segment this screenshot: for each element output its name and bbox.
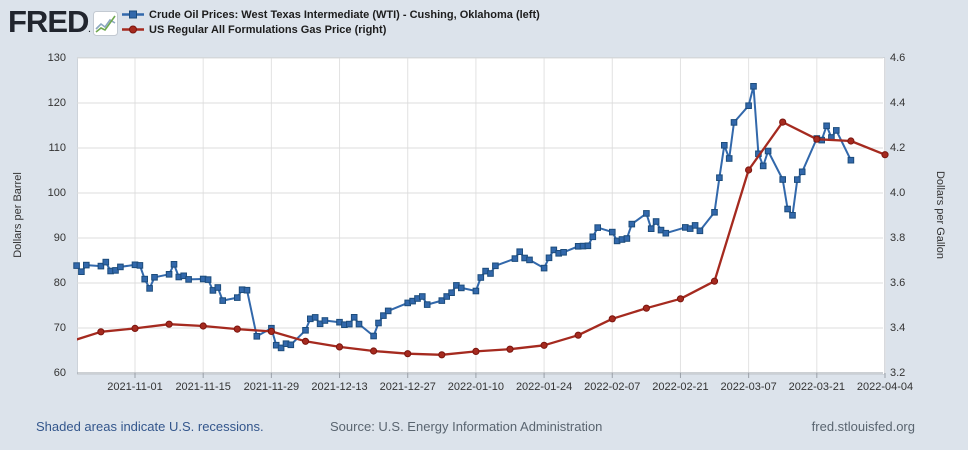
plot-area[interactable] xyxy=(73,57,889,378)
x-tick-label: 2021-11-29 xyxy=(243,381,300,393)
right-tick-label: 3.6 xyxy=(890,277,906,289)
left-tick-label: 70 xyxy=(53,322,66,334)
left-tick-label: 100 xyxy=(47,187,66,199)
gas-price-series-marker-icon xyxy=(122,25,144,34)
left-axis-title: Dollars per Barrel xyxy=(12,172,24,258)
x-tick-label: 2022-04-04 xyxy=(856,381,914,393)
legend-label-crude-oil: Crude Oil Prices: West Texas Intermediat… xyxy=(149,8,540,21)
left-tick-label: 110 xyxy=(48,142,66,154)
x-tick-label: 2022-01-10 xyxy=(447,381,505,393)
registered-mark: . xyxy=(88,25,90,34)
x-tick-label: 2022-01-24 xyxy=(515,381,573,393)
right-tick-label: 3.4 xyxy=(890,322,906,334)
right-tick-label: 4.0 xyxy=(890,187,906,199)
fred-logo[interactable]: FRED. xyxy=(8,4,91,40)
legend-item-gas-price: US Regular All Formulations Gas Price (r… xyxy=(122,22,540,37)
x-tick-label: 2021-12-27 xyxy=(379,381,436,393)
recessions-note-link[interactable]: Shaded areas indicate U.S. recessions. xyxy=(36,419,264,434)
left-tick-label: 60 xyxy=(53,367,66,379)
right-tick-label: 3.8 xyxy=(890,232,906,244)
left-tick-label: 120 xyxy=(47,97,66,109)
x-tick-label: 2021-11-01 xyxy=(107,381,163,393)
x-tick-label: 2022-02-07 xyxy=(584,381,641,393)
chart-canvas[interactable] xyxy=(73,57,889,378)
right-tick-label: 4.6 xyxy=(890,52,906,64)
fred-logo-text: FRED xyxy=(8,4,89,39)
right-tick-label: 3.2 xyxy=(890,367,906,379)
legend-label-gas-price: US Regular All Formulations Gas Price (r… xyxy=(149,23,387,36)
fred-site-link[interactable]: fred.stlouisfed.org xyxy=(811,419,915,434)
right-axis-title: Dollars per Gallon xyxy=(934,170,946,260)
source-text: Source: U.S. Energy Information Administ… xyxy=(330,419,603,434)
left-tick-label: 130 xyxy=(47,52,66,64)
x-tick-label: 2021-12-13 xyxy=(311,381,368,393)
legend-item-crude-oil: Crude Oil Prices: West Texas Intermediat… xyxy=(122,7,540,22)
x-tick-label: 2022-03-21 xyxy=(788,381,845,393)
right-tick-label: 4.2 xyxy=(890,142,906,154)
chart-legend: Crude Oil Prices: West Texas Intermediat… xyxy=(122,7,540,37)
left-tick-label: 80 xyxy=(53,277,66,289)
fred-sparkline-icon xyxy=(93,11,118,36)
right-tick-label: 4.4 xyxy=(890,97,906,109)
x-tick-label: 2022-03-07 xyxy=(720,381,777,393)
x-tick-label: 2022-02-21 xyxy=(652,381,709,393)
x-tick-label: 2021-11-15 xyxy=(175,381,231,393)
left-tick-label: 90 xyxy=(53,232,66,244)
crude-oil-series-marker-icon xyxy=(122,10,144,19)
